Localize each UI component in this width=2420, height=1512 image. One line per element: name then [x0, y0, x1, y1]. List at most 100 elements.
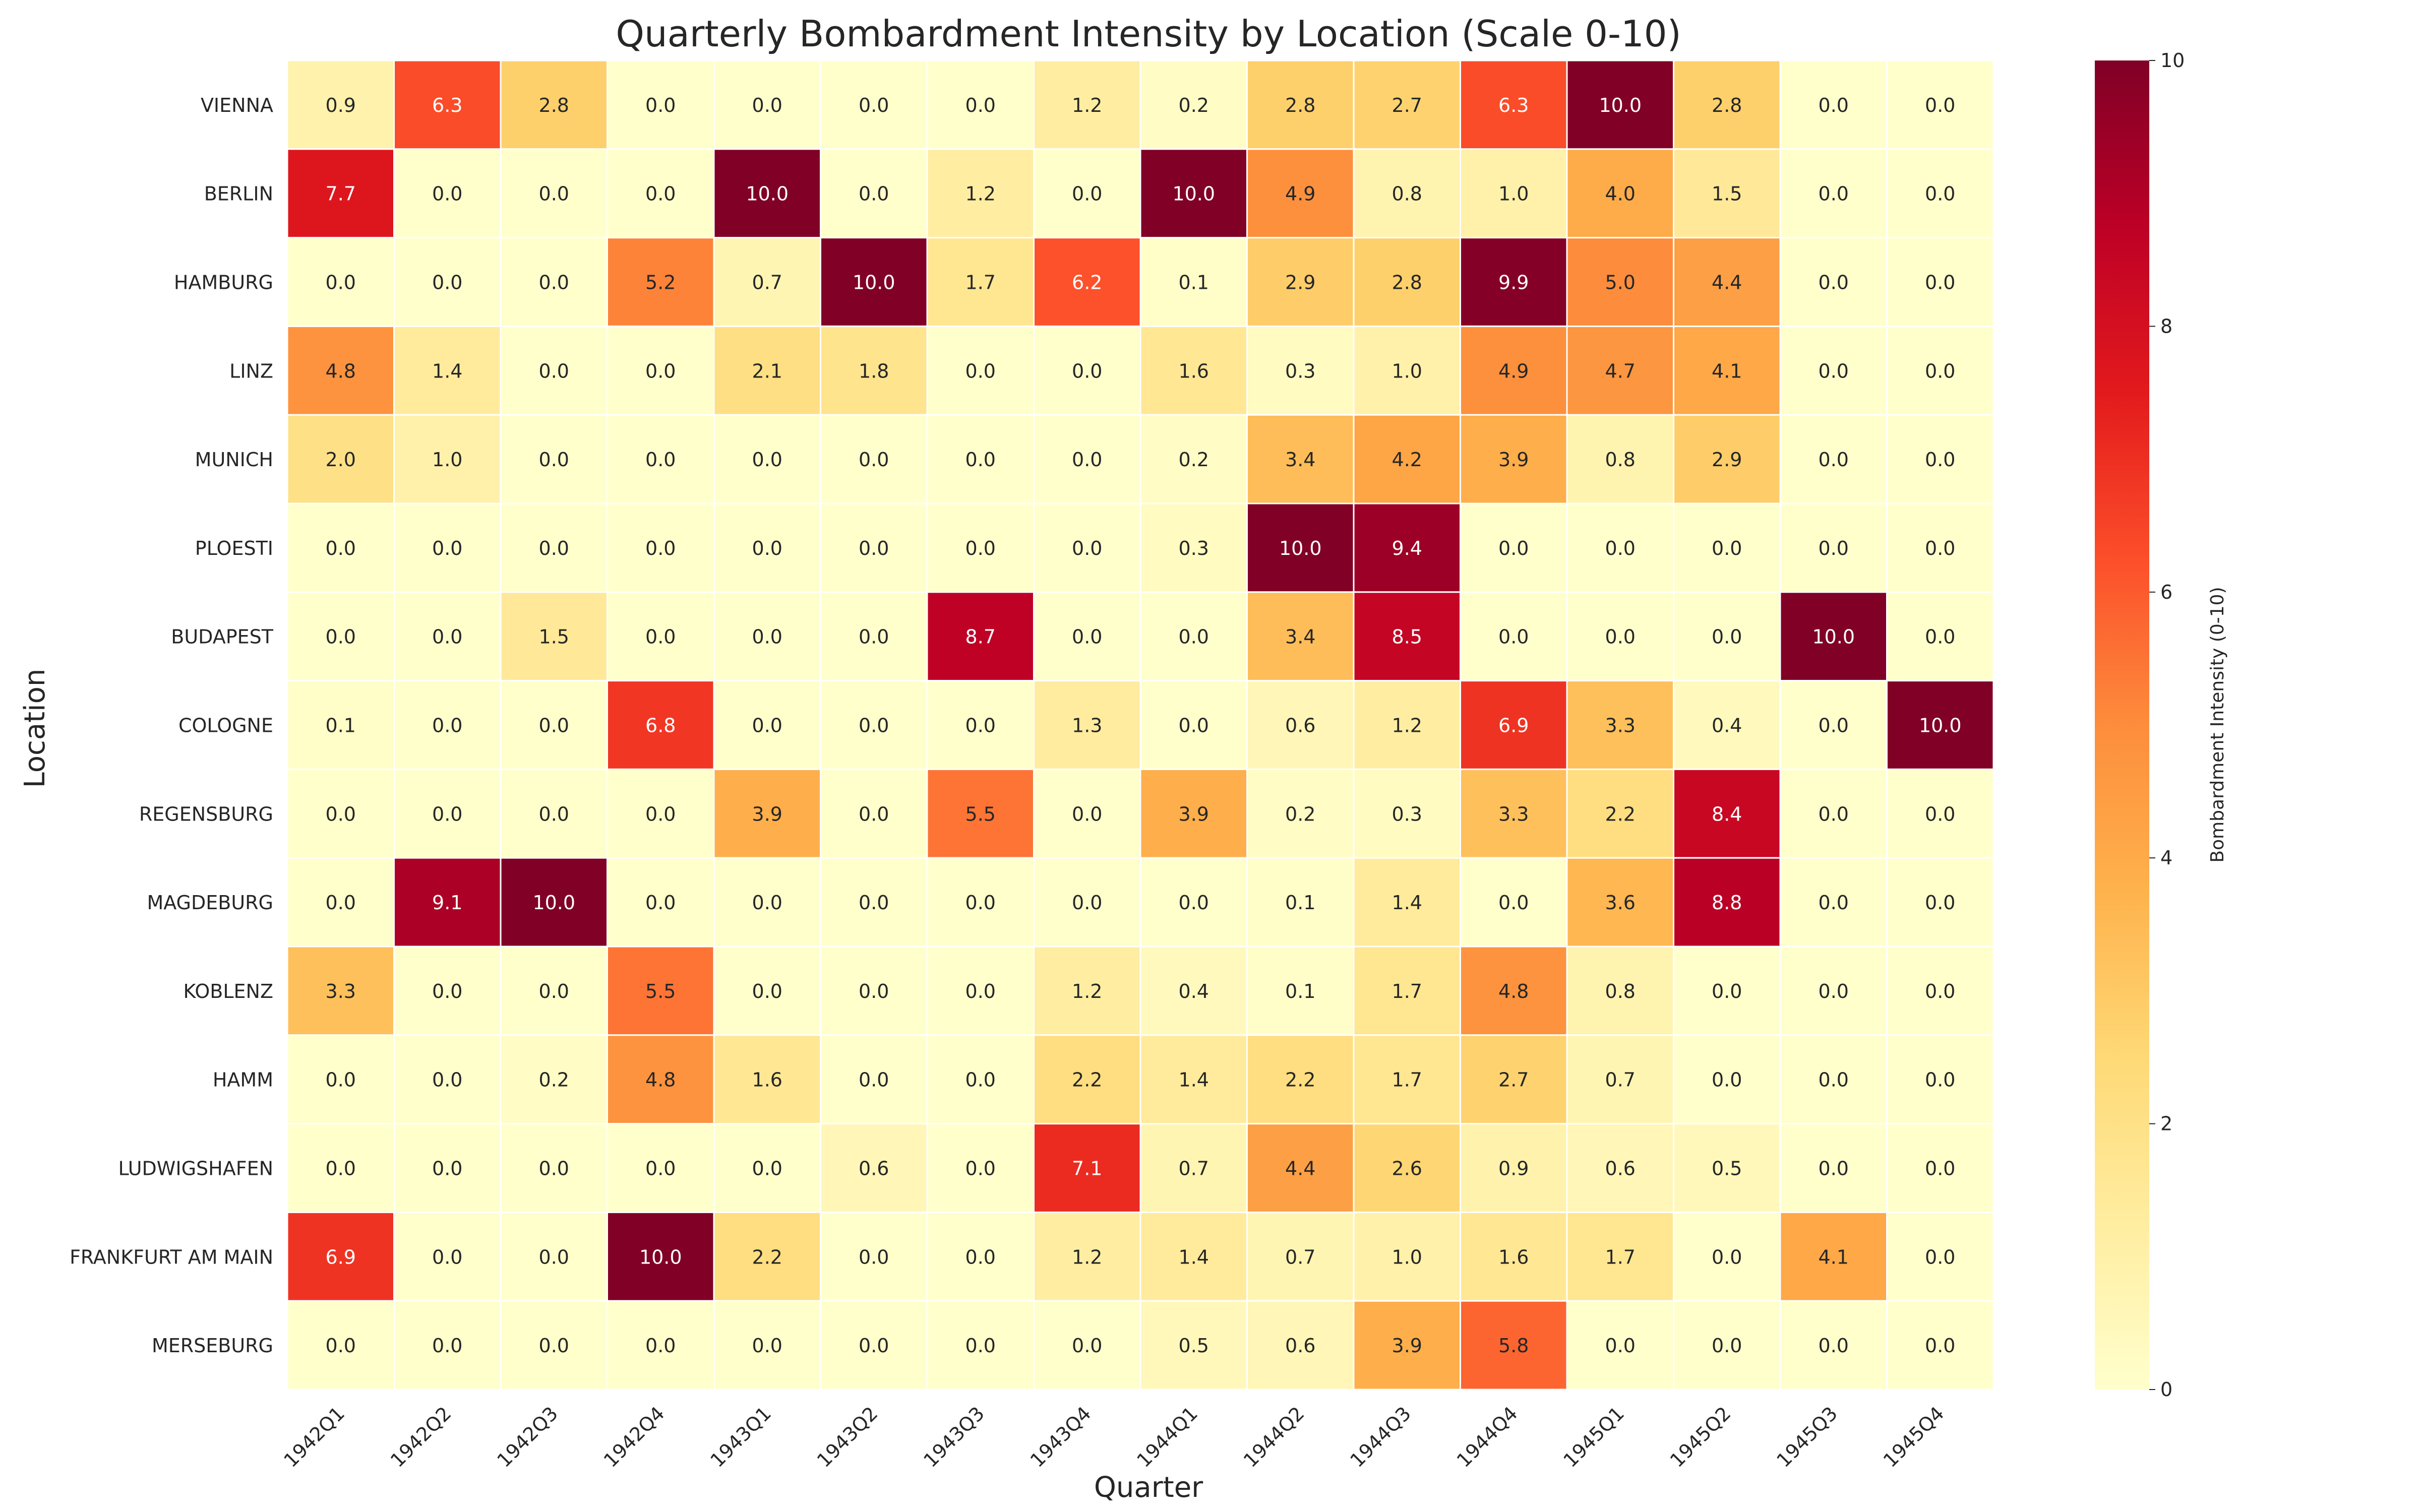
heatmap-cell — [713, 502, 821, 593]
cell-value-label: 6.2 — [1072, 272, 1102, 294]
heatmap-cell — [1139, 414, 1248, 505]
cell-value-label: 0.0 — [1605, 626, 1636, 648]
heatmap-cell — [1246, 857, 1355, 948]
heatmap-cell — [500, 1211, 608, 1302]
heatmap-cell — [926, 237, 1035, 327]
y-tick-label: FRANKFURT AM MAIN — [70, 1246, 273, 1268]
colorbar-gradient-bar — [2095, 60, 2149, 1390]
cell-value-label: 0.6 — [859, 1158, 889, 1180]
cell-value-label: 0.0 — [1925, 626, 1955, 648]
y-tick-label: MAGDEBURG — [147, 892, 273, 914]
y-tick-label: LINZ — [229, 360, 273, 382]
cell-value-label: 9.4 — [1392, 537, 1422, 559]
cell-value-label: 3.3 — [1605, 715, 1636, 737]
cell-value-label: 2.9 — [1285, 272, 1315, 294]
cell-value-label: 0.0 — [965, 980, 996, 1002]
cell-value-label: 0.0 — [1819, 94, 1849, 116]
cell-value-label: 2.7 — [1392, 94, 1422, 116]
y-tick-labels: VIENNA BERLIN HAMBURG LINZ MUNICH PLOESTI BUDA… — [70, 94, 274, 1357]
cell-value-label: 0.4 — [1712, 715, 1742, 737]
cell-value-label: 10.0 — [746, 183, 789, 205]
cell-value-label: 0.0 — [859, 1069, 889, 1091]
cell-value-label: 0.1 — [1285, 980, 1315, 1002]
heatmap-cell — [926, 946, 1035, 1036]
y-axis-label: Location — [19, 669, 51, 788]
heatmap-cell — [500, 1123, 608, 1213]
cell-value-label: 0.0 — [1925, 1069, 1955, 1091]
cell-value-label: 0.0 — [539, 183, 569, 205]
cell-value-label: 4.0 — [1605, 183, 1636, 205]
cell-value-label: 0.0 — [859, 980, 889, 1002]
heatmap-cell — [607, 768, 715, 859]
cell-value-label: 0.0 — [965, 360, 996, 382]
heatmap-cell — [1673, 502, 1781, 593]
heatmap-cell — [926, 148, 1035, 239]
cell-value-label: 0.0 — [752, 449, 782, 471]
heatmap-cell — [1246, 414, 1355, 505]
heatmap-cell — [607, 59, 715, 150]
cell-value-label: 4.4 — [1712, 272, 1742, 294]
heatmap-cell — [1033, 680, 1141, 770]
cell-value-label: 0.0 — [1819, 537, 1849, 559]
cell-value-label: 4.9 — [1285, 183, 1315, 205]
heatmap-cell — [1246, 768, 1355, 859]
cell-value-label: 0.0 — [539, 1246, 569, 1268]
cell-value-label: 0.0 — [432, 1158, 462, 1180]
heatmap-cell — [286, 1300, 395, 1391]
cell-value-label: 2.9 — [1712, 449, 1742, 471]
cell-value-label: 0.0 — [326, 626, 356, 648]
cell-value-label: 0.9 — [1498, 1158, 1529, 1180]
cell-value-label: 0.0 — [645, 449, 676, 471]
cell-value-label: 2.7 — [1498, 1069, 1529, 1091]
cell-value-label: 0.0 — [645, 94, 676, 116]
cell-value-label: 1.7 — [1392, 980, 1422, 1002]
cell-value-label: 0.0 — [1819, 803, 1849, 825]
cell-value-label: 1.7 — [965, 272, 996, 294]
y-tick-label: BERLIN — [204, 183, 273, 205]
cell-value-label: 0.0 — [859, 626, 889, 648]
cell-value-label: 0.0 — [1819, 183, 1849, 205]
cell-value-label: 4.8 — [1498, 980, 1529, 1002]
heatmap-cell — [1033, 1211, 1141, 1302]
cell-value-label: 2.1 — [752, 360, 782, 382]
heatmap-cell — [1886, 857, 1994, 948]
cell-value-label: 0.6 — [1285, 1335, 1315, 1357]
heatmap-cell — [286, 59, 395, 150]
cell-value-label: 0.0 — [539, 449, 569, 471]
heatmap-cell — [393, 857, 502, 948]
cell-value-label: 0.0 — [539, 272, 569, 294]
heatmap-cell — [1460, 946, 1568, 1036]
cell-value-label: 10.0 — [1279, 537, 1322, 559]
cell-value-label: 2.8 — [539, 94, 569, 116]
heatmap-cell — [1033, 237, 1141, 327]
cell-value-label: 0.0 — [1925, 1246, 1955, 1268]
y-tick-label: KOBLENZ — [184, 980, 273, 1002]
heatmap-cell — [1353, 768, 1461, 859]
cell-value-label: 0.0 — [1819, 1069, 1849, 1091]
heatmap-cell — [1779, 1123, 1888, 1213]
cell-value-label: 0.0 — [1498, 537, 1529, 559]
cell-value-label: 0.0 — [965, 537, 996, 559]
cell-value-label: 0.0 — [965, 715, 996, 737]
heatmap-cell — [500, 1300, 608, 1391]
colorbar-ticks: 0 2 4 6 8 10 — [2149, 49, 2185, 1401]
heatmap-cell — [1673, 59, 1781, 150]
cell-value-label: 0.0 — [645, 183, 676, 205]
cell-value-label: 0.0 — [432, 537, 462, 559]
heatmap-cell — [1033, 502, 1141, 593]
cell-value-label: 1.4 — [1392, 892, 1422, 914]
heatmap-cell — [1246, 237, 1355, 327]
cell-value-label: 0.7 — [1285, 1246, 1315, 1268]
y-tick-label: HAMBURG — [174, 272, 273, 294]
cell-value-label: 0.0 — [752, 626, 782, 648]
heatmap-cell — [286, 591, 395, 682]
heatmap-cell — [820, 1034, 928, 1125]
cell-value-label: 0.0 — [1925, 892, 1955, 914]
cell-value-label: 0.0 — [1925, 183, 1955, 205]
cell-value-label: 0.3 — [1285, 360, 1315, 382]
cell-value-label: 2.0 — [326, 449, 356, 471]
cell-value-label: 8.7 — [965, 626, 996, 648]
cell-value-label: 0.0 — [1072, 183, 1102, 205]
heatmap-cell — [1886, 680, 1994, 770]
heatmap-cell — [1353, 680, 1461, 770]
